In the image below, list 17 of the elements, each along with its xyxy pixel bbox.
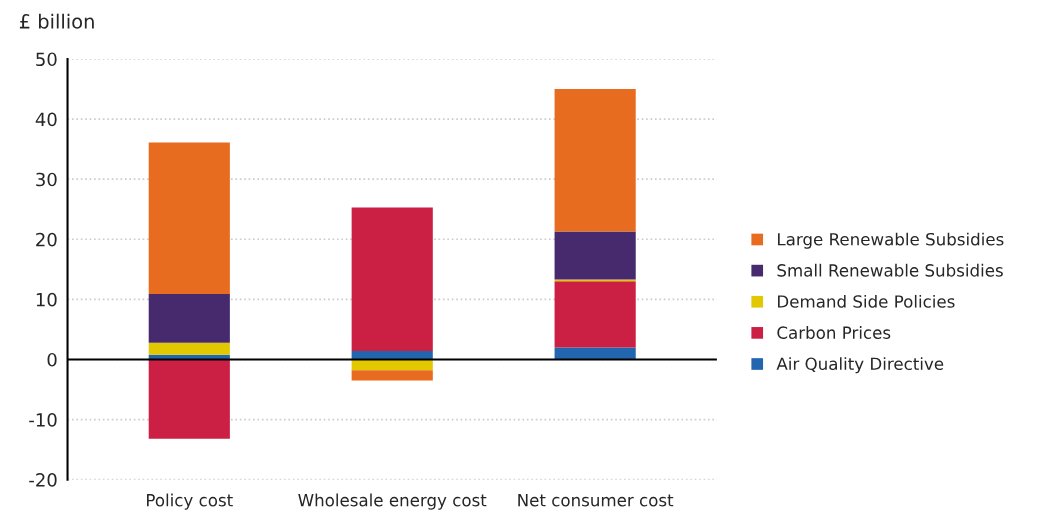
legend-label: Demand Side Policies (778, 294, 955, 308)
y-tick-label: 50 (36, 52, 57, 67)
y-tick-label: 10 (36, 292, 57, 307)
legend-label: Carbon Prices (777, 326, 891, 339)
x-tick-label: Policy cost (147, 493, 233, 510)
y-tick-label: -20 (29, 473, 57, 487)
x-tick-label: Net consumer cost (518, 494, 674, 507)
legend-label: Large Renewable Subsidies (778, 232, 1004, 249)
y-tick-label: 0 (47, 352, 57, 367)
x-tick-label: Wholesale energy cost (298, 493, 487, 510)
legend-label: Air Quality Directive (776, 357, 944, 374)
y-axis-title: £ billion (19, 13, 94, 29)
y-tick-label: 40 (35, 112, 57, 127)
y-tick-label: 20 (36, 232, 57, 247)
legend-label: Small Renewable Subsidies (777, 263, 1003, 277)
y-tick-label: -10 (29, 413, 57, 427)
y-tick-label: 30 (36, 172, 57, 187)
